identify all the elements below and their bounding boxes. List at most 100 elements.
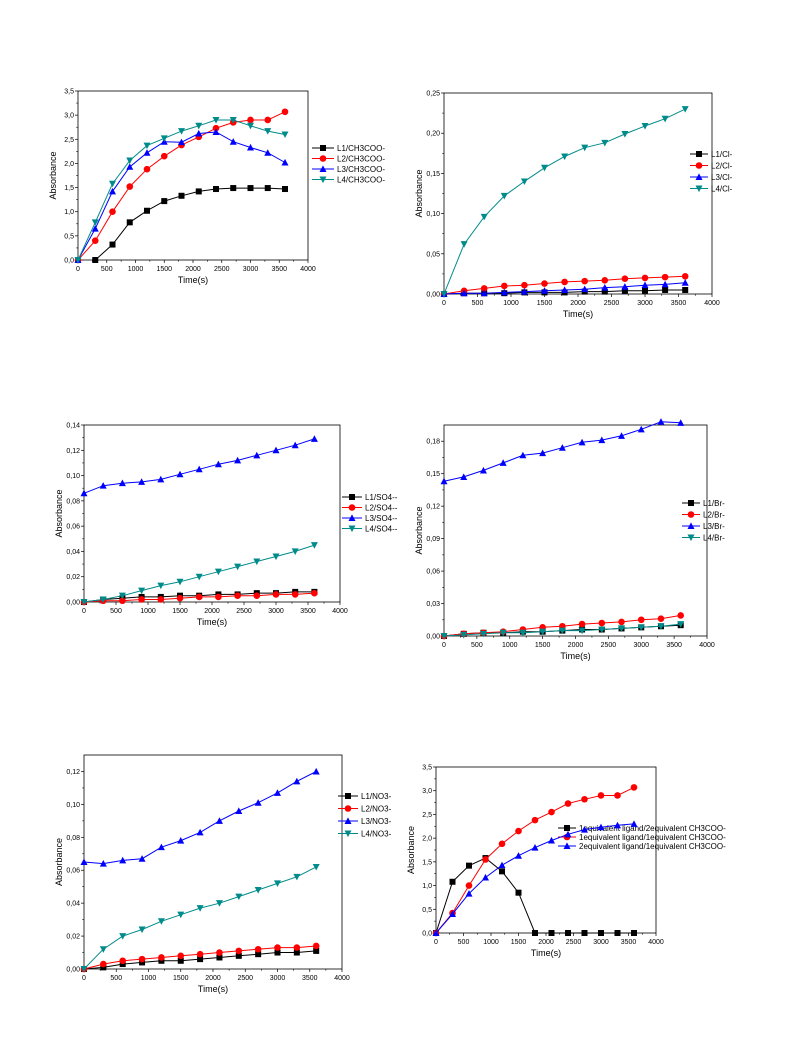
series-2	[440, 273, 689, 298]
x-tick-label: 3000	[270, 975, 286, 982]
data-point	[597, 792, 605, 799]
plot-frame	[83, 424, 341, 603]
y-axis-title: Absorbance	[54, 838, 64, 886]
legend-marker	[348, 525, 356, 533]
data-point	[558, 444, 566, 451]
data-point	[561, 153, 569, 161]
data-point	[197, 956, 204, 963]
series-line	[443, 421, 681, 482]
data-point	[310, 542, 318, 549]
data-point	[158, 954, 165, 961]
x-tick-label: 500	[458, 939, 470, 946]
data-point	[466, 862, 472, 869]
x-tick-label: 500	[472, 300, 484, 307]
data-point	[176, 578, 184, 586]
x-tick-label: 1500	[172, 608, 188, 615]
data-point	[500, 288, 508, 296]
x-tick-label: 1000	[141, 975, 157, 982]
data-point	[677, 621, 685, 628]
data-point	[578, 438, 586, 446]
data-point	[126, 157, 134, 165]
y-tick-label: 0,25	[426, 91, 440, 98]
data-point	[482, 856, 489, 863]
data-point	[195, 573, 203, 581]
data-point	[80, 489, 88, 497]
data-point	[215, 900, 223, 907]
data-point	[597, 823, 605, 831]
data-point	[99, 860, 107, 867]
data-point	[677, 612, 684, 619]
y-tick-label: 3,0	[422, 788, 432, 795]
data-point	[618, 625, 626, 633]
data-point	[581, 930, 588, 936]
data-point	[460, 473, 468, 480]
data-point	[264, 116, 272, 124]
series-3	[80, 767, 320, 867]
legend-entry: L1/Br-	[682, 499, 725, 508]
data-point	[460, 631, 468, 639]
y-tick-label: 0,0	[422, 931, 432, 938]
y-tick-label: 0,10	[426, 211, 440, 218]
legend-entry: L3/CH3COO-	[312, 165, 385, 174]
data-point	[310, 435, 318, 442]
legend-label: L1/Br-	[703, 499, 725, 508]
data-point	[230, 185, 237, 192]
data-point	[254, 886, 262, 894]
y-tick-label: 0,00	[66, 967, 80, 974]
data-point	[144, 207, 150, 214]
y-tick-label: 0,5	[422, 907, 432, 914]
data-point	[119, 597, 126, 605]
data-point	[641, 274, 649, 282]
x-tick-label: 2500	[604, 300, 620, 307]
data-point	[118, 479, 126, 487]
data-point	[138, 855, 146, 862]
legend-marker	[319, 176, 327, 184]
data-point	[532, 930, 538, 936]
data-point	[677, 419, 685, 426]
chart-5: 0 500 1000 1500 2000 2500 3000 3500 4000 0,00 0,02…	[54, 754, 392, 994]
series-line	[435, 857, 634, 934]
data-point	[119, 856, 127, 864]
x-tick-label: 1000	[128, 266, 144, 273]
data-point	[581, 144, 589, 152]
data-point	[581, 285, 589, 293]
data-point	[229, 138, 237, 145]
y-tick-label: 0,00	[426, 634, 440, 641]
data-point	[498, 840, 506, 848]
data-point	[637, 616, 645, 624]
data-point	[480, 213, 488, 221]
y-tick-label: 0,08	[66, 835, 80, 842]
legend-marker	[345, 793, 351, 799]
data-point	[229, 116, 237, 124]
y-tick-label: 0,08	[66, 498, 80, 505]
data-point	[480, 289, 488, 297]
series-4	[80, 542, 318, 606]
series-3	[440, 418, 685, 485]
data-point	[291, 441, 299, 449]
y-tick-label: 1,0	[422, 883, 432, 890]
data-point	[254, 945, 262, 953]
legend-entry: L4/CH3COO-	[312, 176, 385, 185]
x-tick-label: 500	[110, 608, 122, 615]
x-tick-label: 0	[434, 939, 438, 946]
x-axis-title: Time(s)	[178, 275, 208, 285]
series-3	[80, 435, 318, 497]
y-tick-label: 0,15	[426, 471, 440, 478]
data-point	[274, 789, 281, 796]
data-point	[99, 946, 107, 953]
data-point	[498, 861, 506, 869]
data-point	[177, 952, 185, 960]
data-point	[255, 951, 262, 958]
data-point	[91, 225, 99, 232]
data-point	[195, 122, 203, 130]
data-point	[558, 627, 566, 635]
y-tick-label: 2,0	[64, 161, 74, 168]
data-point	[657, 615, 665, 622]
x-tick-label: 500	[110, 975, 122, 982]
y-axis-title: Absorbance	[54, 489, 64, 537]
data-point	[515, 852, 522, 859]
x-tick-label: 2000	[570, 300, 586, 307]
data-point	[618, 618, 625, 626]
data-point	[539, 449, 547, 457]
legend-label: L1/NO3-	[361, 792, 392, 801]
